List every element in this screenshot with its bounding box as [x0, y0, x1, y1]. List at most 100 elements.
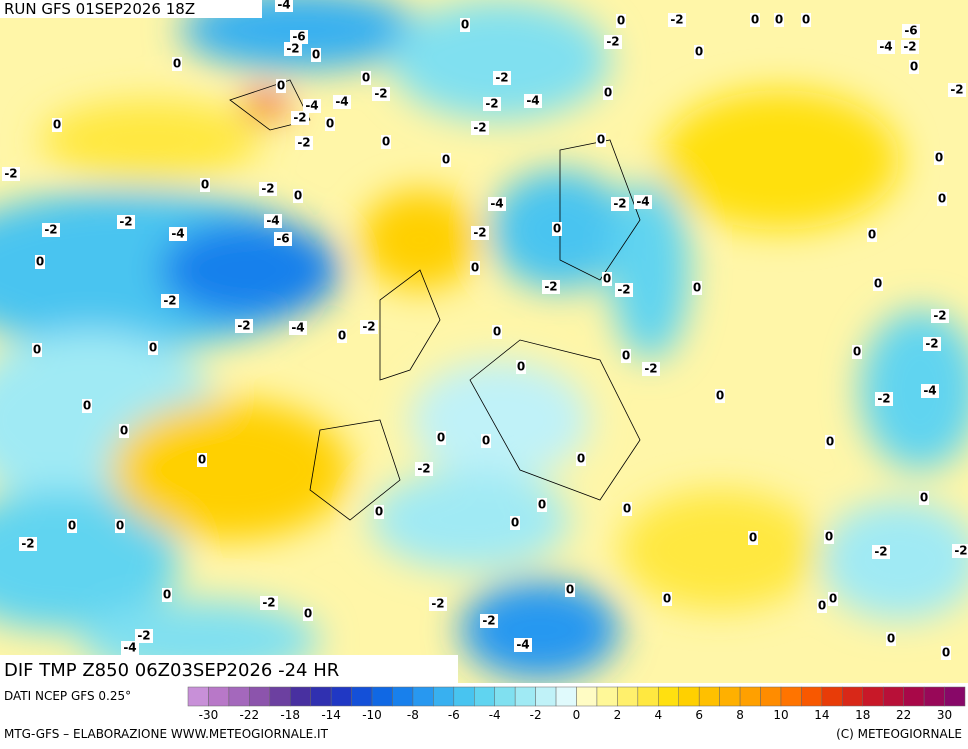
contour-label-bg — [514, 638, 532, 652]
colorbar-swatch — [617, 686, 639, 707]
contour-label: 0 — [617, 14, 625, 28]
contour-label-bg — [692, 281, 702, 295]
contour-label: -2 — [431, 597, 444, 611]
colorbar-swatch — [739, 686, 761, 707]
colorbar-swatch — [576, 686, 598, 707]
contour-label: -2 — [613, 197, 626, 211]
contour-label-bg — [537, 498, 547, 512]
run-label: RUN GFS 01SEP2026 18Z — [4, 0, 195, 18]
contour-label: 0 — [553, 222, 561, 236]
contour-label: 0 — [693, 281, 701, 295]
contour-label: -4 — [277, 0, 290, 12]
colorbar-swatch — [474, 686, 495, 707]
contour-label-bg — [873, 277, 883, 291]
colorbar-swatch — [269, 686, 291, 707]
contour-label-bg — [825, 435, 835, 449]
contour-label-bg — [492, 325, 502, 339]
contour-label: -2 — [954, 544, 967, 558]
contour-label-bg — [460, 18, 470, 32]
contour-label: -2 — [903, 40, 916, 54]
contour-label: 0 — [198, 453, 206, 467]
contour-label: 0 — [802, 13, 810, 27]
contour-label-bg — [117, 215, 135, 229]
contour-label-bg — [82, 399, 92, 413]
contour-label-bg — [295, 136, 313, 150]
contour-label-bg — [919, 491, 929, 505]
contour-label-bg — [604, 35, 622, 49]
contour-label: 0 — [442, 153, 450, 167]
contour-label-bg — [634, 195, 652, 209]
colorbar-swatch — [555, 686, 577, 707]
contour-label-bg — [948, 83, 966, 97]
contour-label-bg — [284, 42, 302, 56]
colorbar-swatch — [371, 686, 393, 707]
contour-label: 0 — [437, 431, 445, 445]
colorbar-tick-label: -10 — [362, 708, 382, 722]
contour-label: 0 — [517, 360, 525, 374]
contour-label: -2 — [874, 545, 887, 559]
contour-label: 0 — [716, 389, 724, 403]
contour-label-bg — [852, 345, 862, 359]
contour-label: -2 — [495, 71, 508, 85]
contour-label-bg — [361, 71, 371, 85]
contour-label: 0 — [749, 531, 757, 545]
contour-label-bg — [372, 87, 390, 101]
contour-label: 0 — [622, 349, 630, 363]
contour-label: 0 — [935, 151, 943, 165]
colorbar-swatch — [289, 686, 311, 707]
contour-label-bg — [877, 40, 895, 54]
contour-label-bg — [415, 462, 433, 476]
colorbar-swatch — [801, 686, 823, 707]
contour-label-bg — [67, 519, 77, 533]
contour-label: 0 — [173, 57, 181, 71]
contour-label: 0 — [277, 79, 285, 93]
contour-label: 0 — [120, 424, 128, 438]
contour-label: 0 — [294, 189, 302, 203]
colorbar-swatch — [208, 686, 230, 707]
contour-label: -2 — [925, 337, 938, 351]
contour-label-bg — [311, 48, 321, 62]
contour-label: 0 — [597, 133, 605, 147]
colorbar-swatch — [596, 686, 618, 707]
contour-label-bg — [902, 24, 920, 38]
contour-label: -4 — [516, 638, 529, 652]
contour-label: 0 — [826, 435, 834, 449]
contour-label-bg — [259, 182, 277, 196]
colorbar: -30 -22 -18 -14 -10 -8 -6 -4 -2 0 2 4 6 8 10 14 18 22 30 — [187, 686, 966, 722]
contour-label-bg — [662, 592, 672, 606]
contour-label: 0 — [603, 272, 611, 286]
contour-label: -6 — [292, 30, 305, 44]
colorbar-swatch — [842, 686, 864, 707]
contour-label-bg — [524, 94, 542, 108]
copyright-label: (C) METEOGIORNALE — [836, 727, 962, 741]
credit-label: MTG-GFS – ELABORAZIONE WWW.METEOGIORNALE… — [4, 727, 329, 741]
contour-label-bg — [470, 261, 480, 275]
contour-label-bg — [52, 118, 62, 132]
contour-label: -2 — [485, 97, 498, 111]
colorbar-swatch — [514, 686, 536, 707]
colorbar-swatch — [310, 686, 332, 707]
contour-label: 0 — [338, 329, 346, 343]
contour-label: 0 — [116, 519, 124, 533]
contour-label-bg — [274, 232, 292, 246]
colorbar-swatch — [392, 686, 414, 707]
colorbar-tick-label: 18 — [855, 708, 870, 722]
contour-label-bg — [276, 79, 286, 93]
contour-label: 0 — [362, 71, 370, 85]
contour-label-bg — [934, 151, 944, 165]
contour-label: 0 — [201, 178, 209, 192]
colorbar-swatch — [658, 686, 679, 707]
contour-label-bg — [291, 111, 309, 125]
contour-label: -2 — [933, 309, 946, 323]
contour-label: -4 — [266, 214, 279, 228]
colorbar-swatch — [494, 686, 516, 707]
contour-label: 0 — [910, 60, 918, 74]
contour-label-bg — [290, 30, 308, 44]
contour-label-bg — [260, 596, 278, 610]
contour-label-bg — [576, 452, 586, 466]
contour-label-bg — [596, 133, 606, 147]
contour-label: 0 — [868, 228, 876, 242]
contour-label-bg — [901, 40, 919, 54]
contour-label: 0 — [874, 277, 882, 291]
